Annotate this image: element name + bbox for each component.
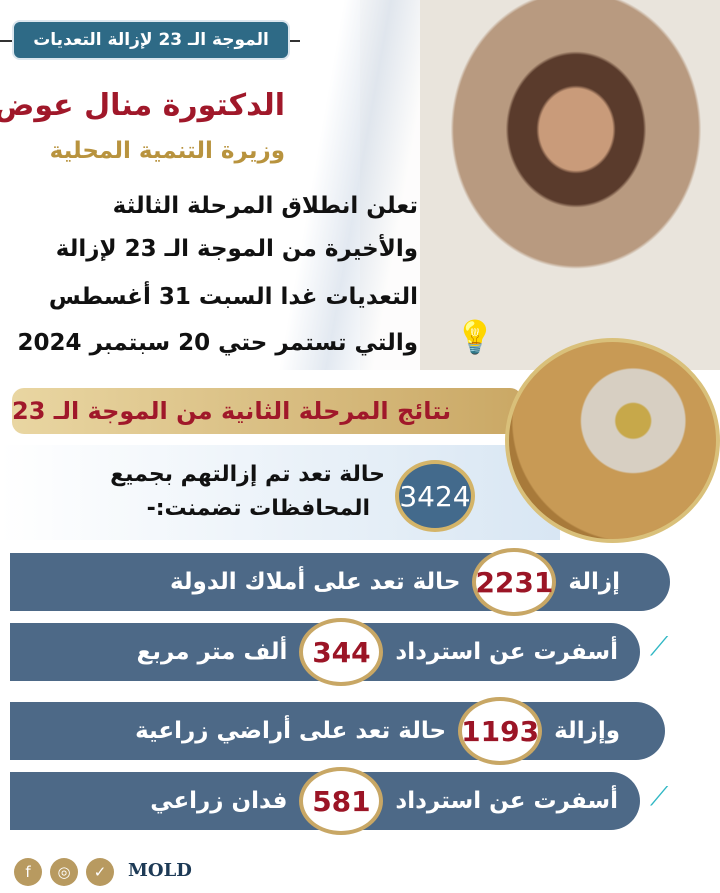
row-prefix: أسفرت عن استرداد — [395, 788, 618, 814]
row-prefix: أسفرت عن استرداد — [395, 639, 618, 665]
total-band — [0, 445, 560, 540]
row-prefix: إزالة — [568, 569, 620, 595]
announcement-line: والتي تستمر حتي 20 سبتمبر 2024 — [17, 330, 418, 356]
announcement-line: التعديات غدا السبت 31 أغسطس — [48, 284, 418, 310]
decorative-wave — [250, 0, 420, 370]
connector-icon: ⟋ — [650, 782, 669, 812]
stat-number: 581 — [299, 767, 384, 835]
demolition-photo — [505, 338, 720, 543]
stat-row: إزالة 2231 حالة تعد على أملاك الدولة — [10, 548, 670, 616]
minister-title: وزيرة التنمية المحلية — [49, 138, 285, 164]
row-suffix: ألف متر مربع — [136, 639, 288, 665]
announcement-line: والأخيرة من الموجة الـ 23 لإزالة — [55, 236, 418, 262]
stat-number: 2231 — [472, 548, 557, 616]
results-header: نتائج المرحلة الثانية من الموجة الـ 23 — [12, 388, 522, 434]
stat-number: 1193 — [458, 697, 543, 765]
stat-row: أسفرت عن استرداد 581 فدان زراعي — [10, 767, 640, 835]
instagram-icon[interactable]: ◎ — [50, 858, 78, 886]
stat-row: وإزالة 1193 حالة تعد على أراضي زراعية — [10, 697, 665, 765]
campaign-tag: الموجة الـ 23 لإزالة التعديات — [12, 20, 290, 60]
stat-row: أسفرت عن استرداد 344 ألف متر مربع — [10, 618, 640, 686]
twitter-icon[interactable]: ✓ — [86, 858, 114, 886]
brand-logo: MOLD — [128, 860, 192, 881]
row-prefix: وإزالة — [554, 718, 620, 744]
stat-number: 344 — [299, 618, 384, 686]
total-text: المحافظات تضمنت:- — [146, 496, 370, 521]
total-text: حالة تعد تم إزالتهم بجميع — [110, 462, 385, 487]
minister-photo — [360, 0, 720, 370]
row-suffix: فدان زراعي — [150, 788, 288, 814]
lightbulb-icon: 💡 — [455, 318, 495, 356]
row-suffix: حالة تعد على أملاك الدولة — [169, 569, 461, 595]
minister-name: الدكتورة منال عوض — [0, 88, 285, 123]
row-suffix: حالة تعد على أراضي زراعية — [135, 718, 447, 744]
facebook-icon[interactable]: f — [14, 858, 42, 886]
total-count: 3424 — [395, 460, 475, 532]
connector-icon: ⟋ — [650, 632, 669, 662]
announcement-line: تعلن انطلاق المرحلة الثالثة — [112, 193, 418, 219]
